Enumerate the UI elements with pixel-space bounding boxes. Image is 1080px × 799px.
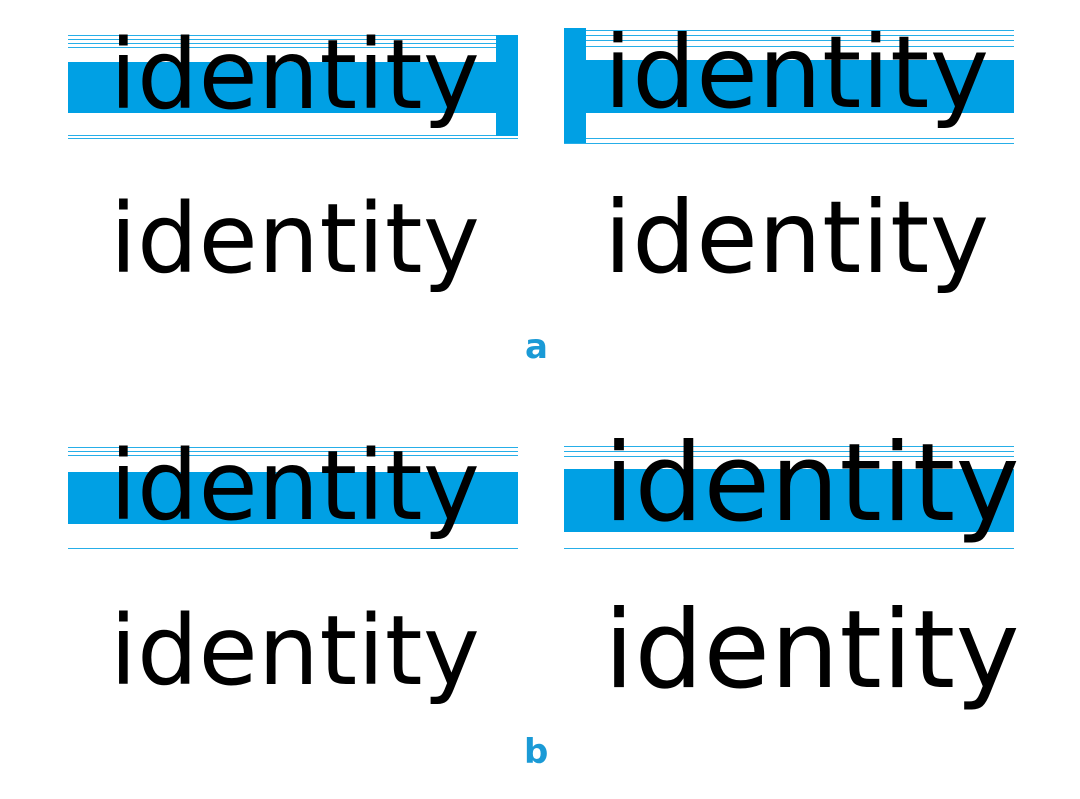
guide-line	[68, 35, 518, 36]
guide-line	[564, 446, 1014, 447]
guide-line	[564, 35, 1014, 36]
x-height-band	[68, 62, 518, 113]
section-b-label: b	[524, 732, 549, 772]
section-b-left-plain-word: identity	[110, 595, 481, 707]
section-a-label: a	[525, 327, 548, 367]
x-height-band	[564, 60, 1014, 113]
guide-line	[564, 456, 1014, 457]
section-a-left-overlay-word: identity	[110, 19, 481, 131]
guide-line	[68, 451, 518, 452]
guide-line	[564, 451, 1014, 452]
section-b-right-plain-word: identity	[604, 588, 1021, 713]
guide-line	[564, 138, 1014, 139]
guide-line	[564, 30, 1014, 31]
guide-line	[68, 548, 518, 549]
guide-line	[68, 39, 518, 40]
section-a-right-plain-word: identity	[604, 179, 990, 296]
guide-line	[68, 455, 518, 456]
section-a-right-overlay-word: identity	[604, 14, 990, 131]
side-bearing-bar	[564, 28, 586, 143]
x-height-band	[68, 472, 518, 524]
guide-line	[68, 138, 518, 139]
guide-line	[68, 135, 518, 136]
guide-line	[68, 447, 518, 448]
guide-line	[564, 40, 1014, 41]
guide-line	[564, 143, 1014, 144]
side-bearing-bar	[496, 35, 518, 136]
guide-line	[68, 47, 518, 48]
guide-line	[564, 46, 1014, 47]
section-b-left-overlay-word: identity	[110, 430, 481, 542]
x-height-band	[564, 469, 1014, 532]
guide-line	[68, 43, 518, 44]
section-a-left-plain-word: identity	[110, 183, 481, 295]
guide-line	[564, 548, 1014, 549]
section-b-right-overlay-word: identity	[604, 421, 1021, 546]
